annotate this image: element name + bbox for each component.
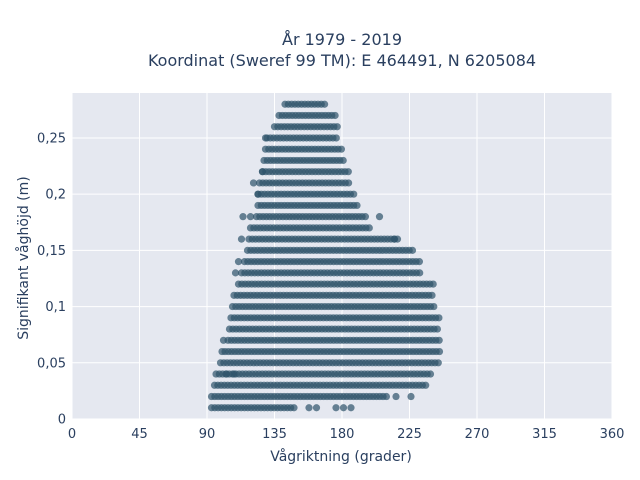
x-tick-label: 270 <box>465 427 490 442</box>
scatter-point <box>339 404 348 412</box>
scatter-point <box>408 246 417 254</box>
x-tick-label: 315 <box>532 427 557 442</box>
x-tick-label: 0 <box>68 427 76 442</box>
x-tick-labels: 0 45 90 135 180 225 270 315 360 <box>68 427 625 442</box>
scatter-point <box>237 235 246 243</box>
scatter-point <box>332 134 340 142</box>
y-axis-title: Signifikant våghöjd (m) <box>15 176 32 339</box>
y-tick-label: 0,05 <box>37 356 66 371</box>
scatter-point <box>234 258 243 266</box>
scatter-point <box>230 370 238 378</box>
scatter-point <box>433 325 441 333</box>
scatter-point <box>332 404 340 412</box>
scatter-point <box>239 213 247 221</box>
scatter-point <box>219 336 228 344</box>
scatter-point <box>344 168 352 176</box>
scatter-point <box>218 347 226 356</box>
scatter-point <box>407 392 415 401</box>
scatter-point <box>246 213 255 221</box>
scatter-point <box>361 213 369 221</box>
scatter-point <box>290 404 298 412</box>
scatter-point <box>435 347 444 356</box>
scatter-point <box>430 302 438 311</box>
scatter-point <box>222 370 231 378</box>
y-tick-label: 0,1 <box>45 300 66 315</box>
x-tick-label: 135 <box>262 427 287 442</box>
x-tick-label: 225 <box>397 427 422 442</box>
y-tick-labels: 0 0,05 0,1 0,15 0,2 0,25 <box>37 131 66 427</box>
scatter-point <box>345 179 353 187</box>
scatter-point <box>390 235 399 243</box>
scatter-point <box>435 314 443 322</box>
scatter-point <box>331 111 339 120</box>
scatter-point <box>249 179 258 187</box>
x-tick-label: 45 <box>131 427 148 442</box>
scatter-point <box>434 359 442 367</box>
scatter-point <box>429 280 437 288</box>
scatter-point <box>261 134 270 142</box>
scatter-point <box>435 336 443 344</box>
scatter-point <box>365 224 373 232</box>
y-tick-label: 0,15 <box>37 244 66 259</box>
scatter-point <box>392 392 400 401</box>
scatter-point <box>353 201 361 210</box>
y-tick-label: 0 <box>58 413 66 428</box>
y-tick-label: 0,25 <box>37 131 66 146</box>
x-tick-label: 360 <box>600 427 625 442</box>
scatter-point <box>416 269 424 277</box>
scatter-point <box>312 404 321 412</box>
scatter-point <box>339 156 347 165</box>
x-axis-title: Vågriktning (grader) <box>270 448 412 465</box>
scatter-point <box>415 258 423 266</box>
scatter-point <box>231 269 240 277</box>
scatter-point <box>321 100 329 108</box>
scatter-point <box>254 190 262 198</box>
scatter-point <box>350 190 358 198</box>
scatter-point <box>375 213 384 221</box>
scatter-point <box>258 168 267 176</box>
data-points <box>207 100 444 412</box>
scatter-point <box>347 404 355 412</box>
chart-title-line1: År 1979 - 2019 <box>282 30 402 49</box>
scatter-point <box>428 291 436 299</box>
scatter-point <box>382 392 390 401</box>
scatter-point <box>305 404 313 412</box>
y-tick-label: 0,2 <box>45 188 66 203</box>
scatter-point <box>337 145 345 153</box>
x-tick-label: 180 <box>330 427 355 442</box>
scatter-point <box>333 123 341 131</box>
chart-title-line2: Koordinat (Sweref 99 TM): E 464491, N 62… <box>148 51 536 70</box>
x-tick-label: 90 <box>199 427 216 442</box>
scatter-point <box>422 381 430 389</box>
scatter-point <box>426 370 435 378</box>
